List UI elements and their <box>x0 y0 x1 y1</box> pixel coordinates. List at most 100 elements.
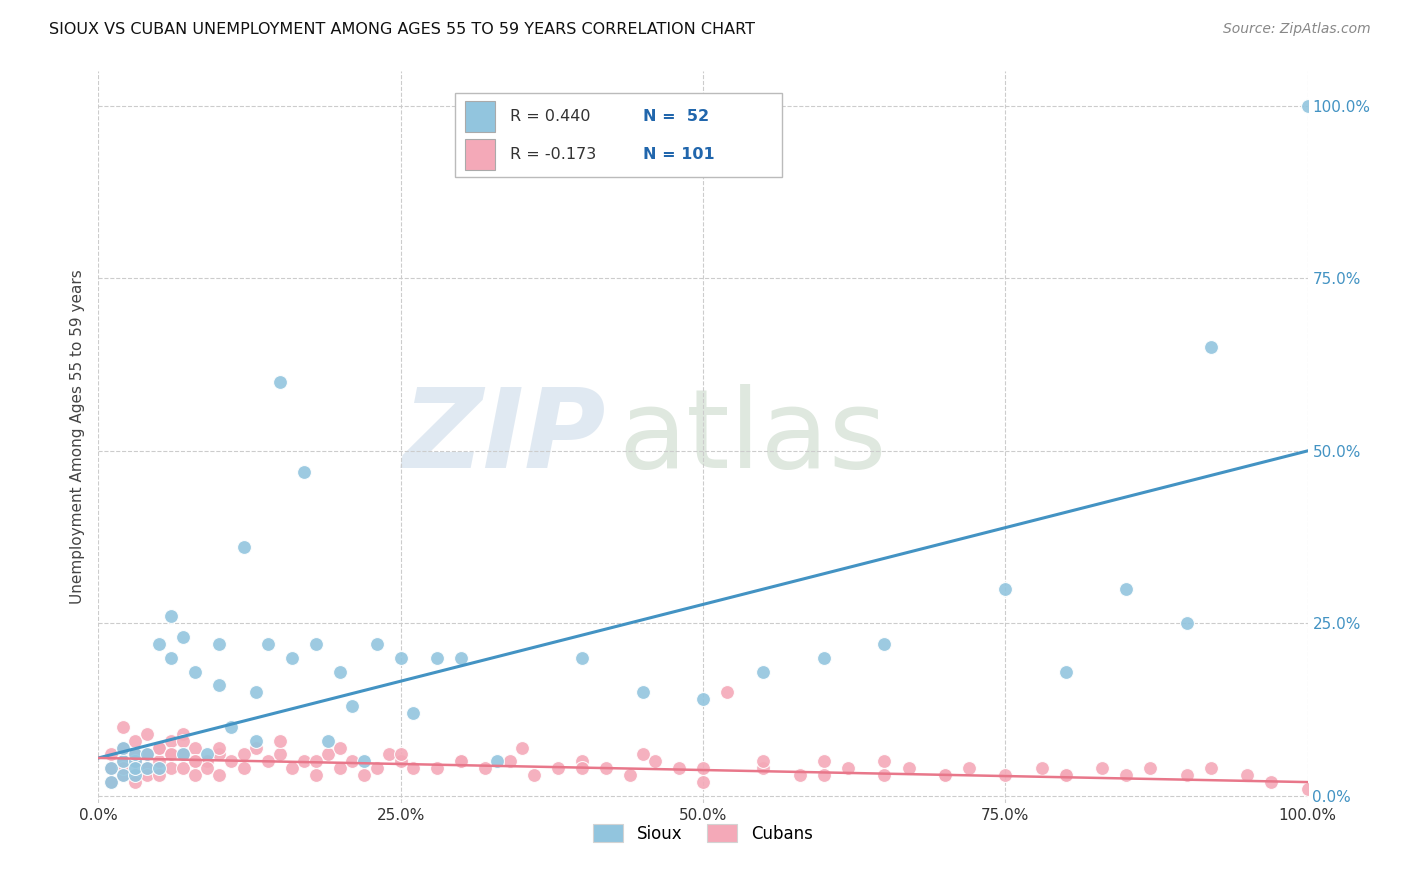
Point <box>281 651 304 665</box>
Point <box>1054 665 1077 679</box>
Point <box>692 775 714 789</box>
Point <box>160 609 183 624</box>
Point <box>837 761 859 775</box>
Text: N =  52: N = 52 <box>643 109 709 124</box>
Point <box>329 665 352 679</box>
Point <box>402 706 425 720</box>
Point <box>329 740 352 755</box>
Point <box>195 761 218 775</box>
Point <box>389 651 412 665</box>
Point <box>316 733 339 747</box>
Point <box>873 755 896 769</box>
Point <box>631 685 654 699</box>
Legend: Sioux, Cubans: Sioux, Cubans <box>586 818 820 849</box>
Point <box>631 747 654 762</box>
Point <box>692 761 714 775</box>
Point <box>292 465 315 479</box>
FancyBboxPatch shape <box>465 102 495 132</box>
FancyBboxPatch shape <box>456 94 782 178</box>
Point <box>281 761 304 775</box>
Point <box>813 768 835 782</box>
Text: N = 101: N = 101 <box>643 147 714 162</box>
Point <box>1199 340 1222 354</box>
Point <box>1115 768 1137 782</box>
Point <box>1054 768 1077 782</box>
Point <box>897 761 920 775</box>
Point <box>245 733 267 747</box>
Point <box>474 761 496 775</box>
Point <box>135 747 157 762</box>
Point <box>342 755 364 769</box>
Point <box>160 747 183 762</box>
Point <box>184 740 207 755</box>
Point <box>100 775 122 789</box>
Point <box>450 651 472 665</box>
Point <box>148 768 170 782</box>
Point <box>813 755 835 769</box>
Point <box>124 775 146 789</box>
Point <box>172 761 194 775</box>
Point <box>111 768 134 782</box>
Point <box>124 755 146 769</box>
Point <box>353 768 375 782</box>
Point <box>1199 761 1222 775</box>
Point <box>426 651 449 665</box>
FancyBboxPatch shape <box>465 139 495 170</box>
Point <box>389 755 412 769</box>
Point <box>692 692 714 706</box>
Text: atlas: atlas <box>619 384 887 491</box>
Point <box>148 740 170 755</box>
Point <box>571 651 593 665</box>
Text: Source: ZipAtlas.com: Source: ZipAtlas.com <box>1223 22 1371 37</box>
Point <box>195 747 218 762</box>
Point <box>366 637 388 651</box>
Point <box>184 768 207 782</box>
Point <box>1115 582 1137 596</box>
Point <box>752 761 775 775</box>
Point <box>1054 768 1077 782</box>
Point <box>450 755 472 769</box>
Point <box>208 747 231 762</box>
Point <box>256 637 278 651</box>
Point <box>111 720 134 734</box>
Point <box>135 727 157 741</box>
Point <box>353 755 375 769</box>
Point <box>1296 782 1319 797</box>
Point <box>547 761 569 775</box>
Point <box>195 755 218 769</box>
Point <box>148 755 170 769</box>
Point <box>148 740 170 755</box>
Point <box>208 768 231 782</box>
Point <box>994 768 1017 782</box>
Point <box>100 761 122 775</box>
Point <box>100 775 122 789</box>
Point <box>523 768 546 782</box>
Point <box>1031 761 1053 775</box>
Point <box>316 747 339 762</box>
Point <box>124 768 146 782</box>
Point <box>208 740 231 755</box>
Point <box>232 747 254 762</box>
Point <box>752 755 775 769</box>
Point <box>184 665 207 679</box>
Point <box>486 755 509 769</box>
Point <box>160 733 183 747</box>
Point <box>172 747 194 762</box>
Point <box>571 761 593 775</box>
Point <box>256 755 278 769</box>
Point <box>292 755 315 769</box>
Point <box>377 747 399 762</box>
Point <box>221 720 243 734</box>
Point <box>172 733 194 747</box>
Point <box>111 768 134 782</box>
Point <box>342 699 364 714</box>
Point <box>934 768 956 782</box>
Point <box>1175 768 1198 782</box>
Point <box>269 733 291 747</box>
Text: R = 0.440: R = 0.440 <box>509 109 591 124</box>
Point <box>752 665 775 679</box>
Point <box>813 651 835 665</box>
Point <box>172 630 194 644</box>
Point <box>221 755 243 769</box>
Point <box>668 761 690 775</box>
